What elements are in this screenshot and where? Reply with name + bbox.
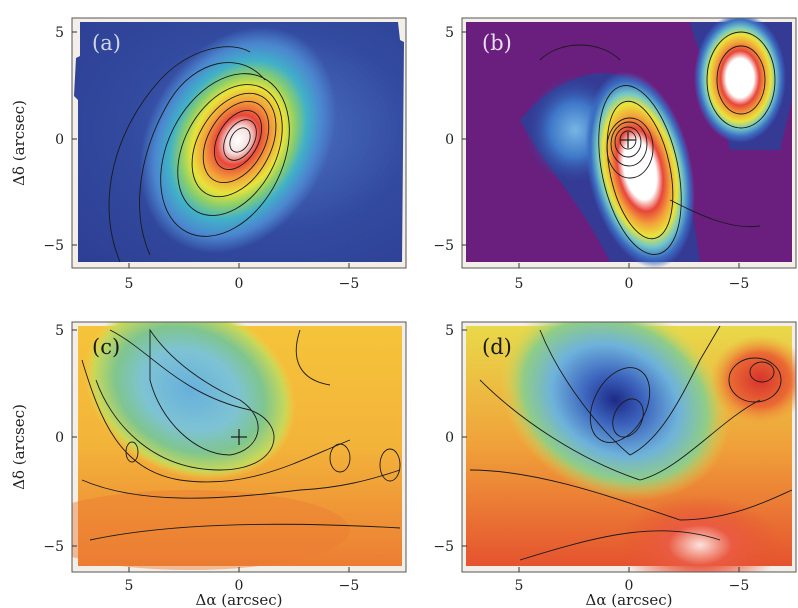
x-tick-label: 5 [515, 276, 524, 292]
panel-b: (b) [461, 17, 797, 269]
panel-d-label: (d) [482, 335, 512, 359]
y-tick-label: 5 [55, 323, 64, 339]
panel-a: (a) [71, 17, 407, 269]
x-axis-title: Δα (arcsec) [586, 591, 673, 608]
y-tick-label: 5 [55, 25, 64, 41]
tick-marks [72, 31, 740, 572]
x-tick-label: −5 [339, 276, 360, 292]
y-tick-label: −5 [43, 238, 64, 254]
panel-c-crosshair-icon [231, 429, 247, 445]
x-tick-label: 0 [235, 276, 244, 292]
y-tick-label: −5 [433, 238, 454, 254]
x-tick-label: 5 [125, 276, 134, 292]
y-tick-label: −5 [43, 539, 64, 555]
x-tick-labels: 5 0 −5 5 0 −5 5 0 −5 5 0 −5 [125, 276, 750, 594]
y-tick-label: 0 [55, 430, 64, 446]
panel-a-map: (a) [74, 22, 404, 263]
panel-a-label: (a) [92, 31, 121, 55]
x-tick-label: 0 [625, 578, 634, 594]
y-tick-label: 5 [445, 25, 454, 41]
panel-c-label: (c) [92, 335, 120, 359]
x-axis-title: Δα (arcsec) [196, 591, 283, 608]
x-tick-label: 5 [125, 578, 134, 594]
x-tick-label: −5 [729, 276, 750, 292]
panel-c-map: (c) [72, 322, 402, 570]
panel-b-map: (b) [466, 18, 792, 268]
y-axis-title: Δδ (arcsec) [10, 404, 28, 490]
y-axis-title: Δδ (arcsec) [10, 100, 28, 186]
x-tick-label: 5 [515, 578, 524, 594]
x-tick-label: 0 [625, 276, 634, 292]
panel-d-map: (d) [466, 322, 796, 572]
y-tick-label: −5 [433, 539, 454, 555]
x-tick-label: −5 [729, 578, 750, 594]
panel-b-label: (b) [482, 31, 512, 55]
panel-b-crosshair-icon [620, 132, 636, 148]
x-tick-label: 0 [235, 578, 244, 594]
x-tick-label: −5 [339, 578, 360, 594]
panel-d: (d) [461, 321, 797, 573]
y-tick-label: 5 [445, 323, 454, 339]
y-tick-label: 0 [445, 430, 454, 446]
y-tick-label: 0 [445, 132, 454, 148]
y-tick-labels: 5 0 −5 5 0 −5 5 0 −5 5 0 −5 [43, 25, 454, 555]
y-tick-label: 0 [55, 132, 64, 148]
panel-c: (c) [71, 321, 407, 573]
